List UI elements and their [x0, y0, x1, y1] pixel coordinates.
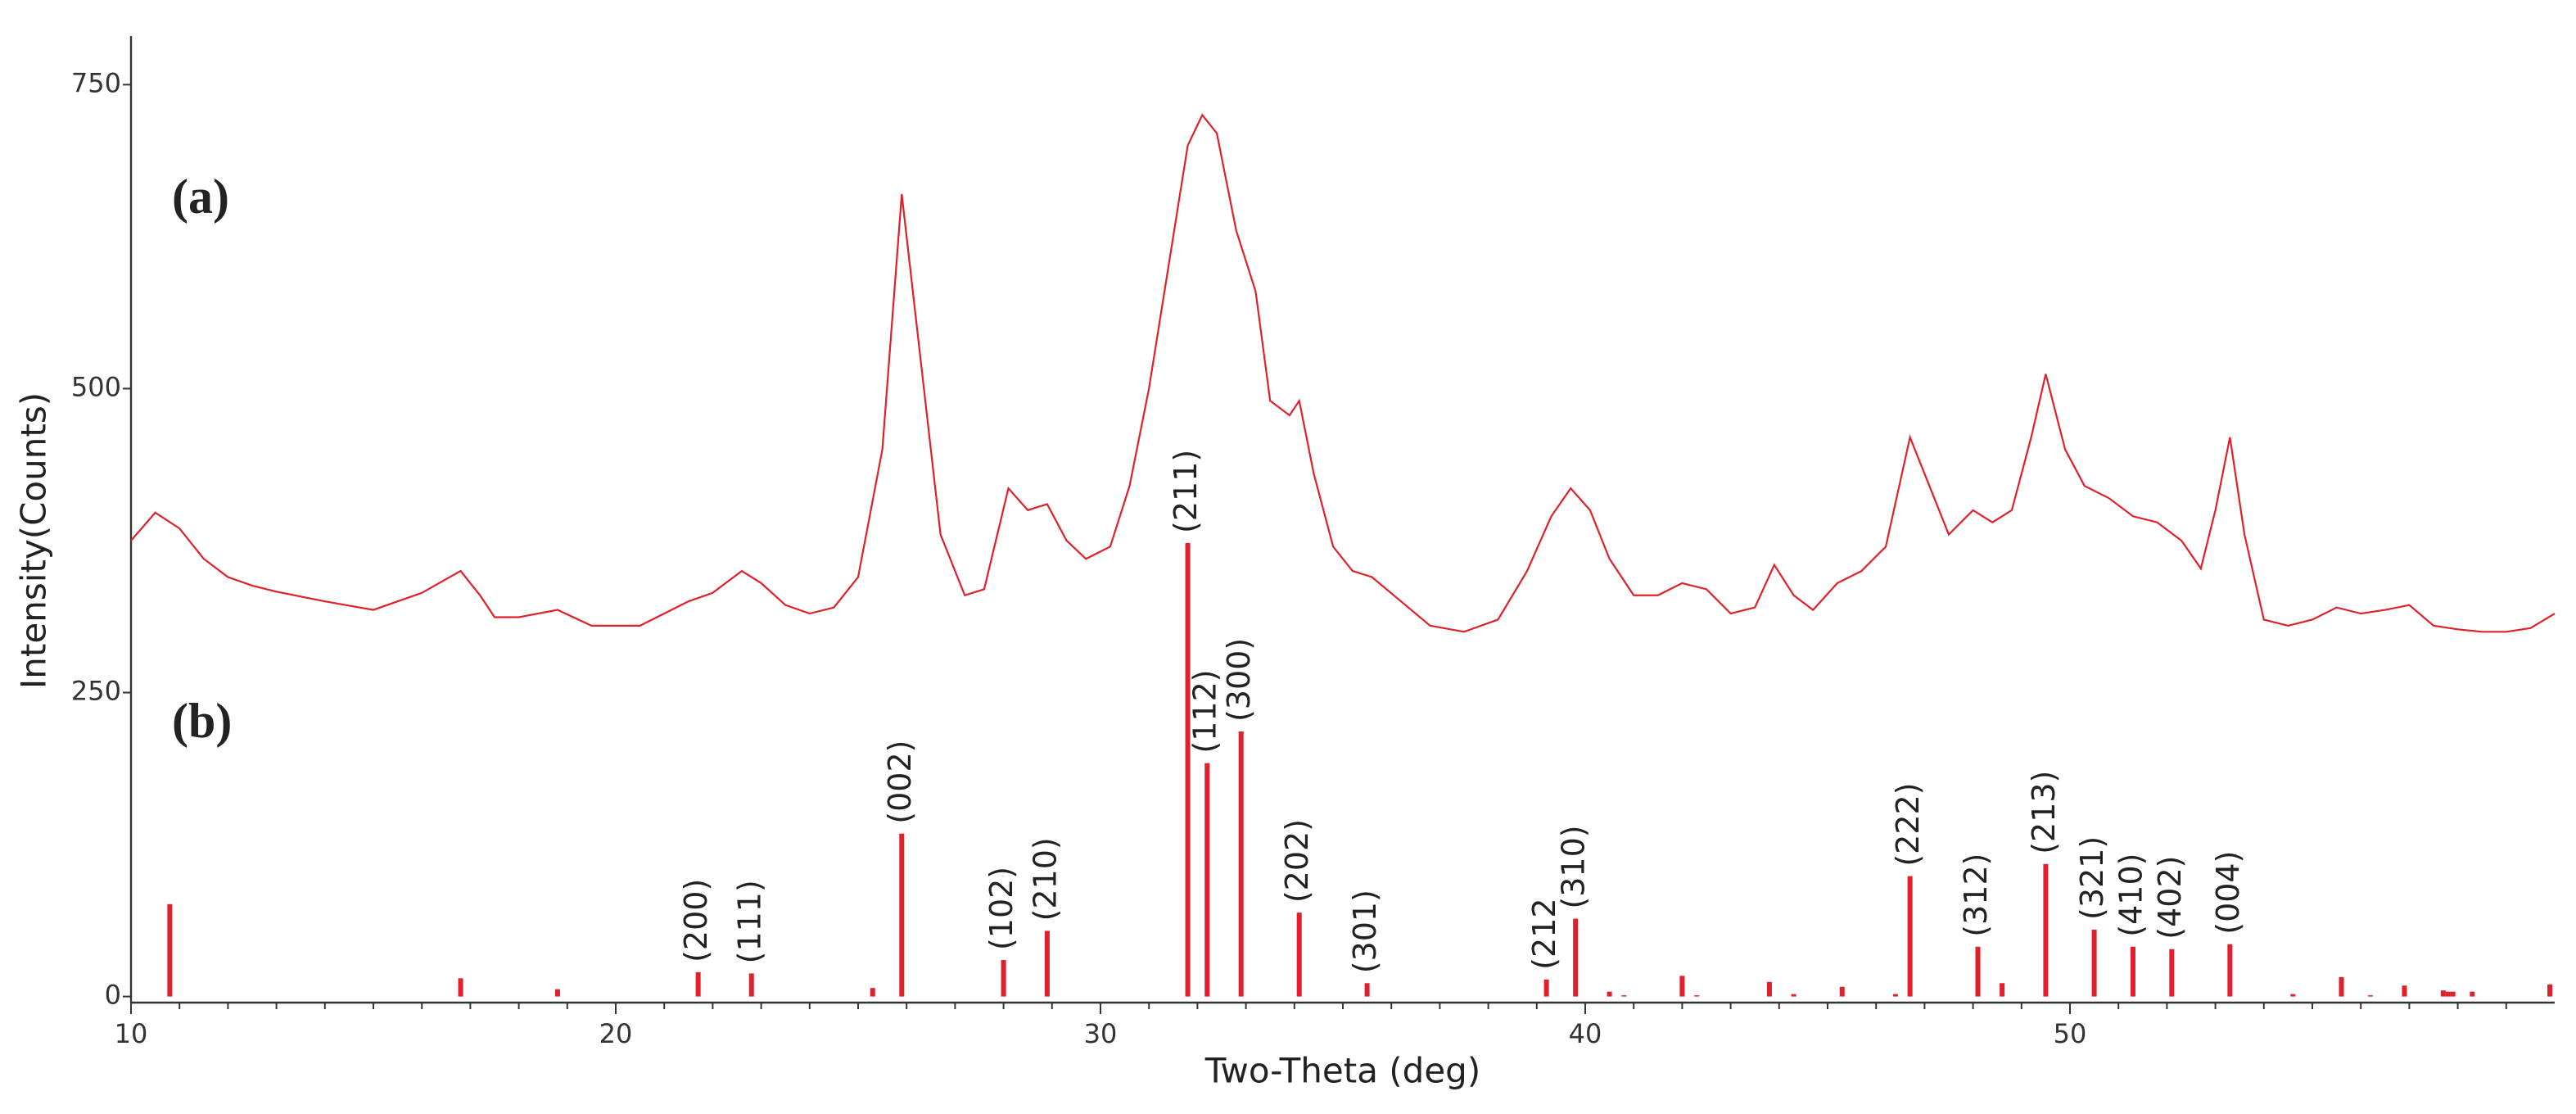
- peak-label: (301): [1347, 890, 1383, 973]
- peak-label: (300): [1221, 638, 1257, 722]
- reference-peak: [2450, 991, 2456, 997]
- peak-label: (402): [2152, 856, 2188, 940]
- reference-peak: [2445, 991, 2451, 997]
- peak-label: (112): [1187, 669, 1223, 753]
- peak-label: (004): [2210, 851, 2246, 935]
- panel-label: (a): [172, 170, 229, 224]
- reference-peak: [1907, 876, 1913, 997]
- peak-label: (210): [1027, 837, 1063, 921]
- peak-label: (211): [1168, 450, 1204, 533]
- reference-peak: [1573, 918, 1579, 997]
- peak-label: (111): [731, 880, 767, 963]
- reference-peak: [1204, 763, 1210, 997]
- reference-peak: [1001, 960, 1006, 997]
- x-tick-label: 30: [1084, 1018, 1118, 1049]
- reference-peak: [2091, 929, 2097, 997]
- reference-peak: [1679, 976, 1685, 997]
- reference-peak: [1543, 979, 1549, 997]
- diffraction-line: [130, 113, 2556, 633]
- x-tick-label: 20: [599, 1018, 633, 1049]
- reference-peak: [1296, 912, 1302, 997]
- peak-label: (312): [1958, 854, 1994, 937]
- reference-peak: [2547, 984, 2553, 997]
- panel-label: (b): [172, 694, 232, 748]
- x-tick-label: 10: [115, 1018, 148, 1049]
- peak-label: (410): [2113, 854, 2149, 937]
- y-tick-label: 0: [105, 980, 121, 1011]
- peak-label: (222): [1890, 782, 1926, 866]
- reference-peak: [1185, 542, 1191, 997]
- reference-peak: [2402, 985, 2407, 997]
- peak-label: (321): [2074, 836, 2110, 920]
- peak-label: (212: [1526, 898, 1562, 969]
- reference-peak: [1621, 995, 1627, 997]
- reference-peak: [1044, 931, 1050, 997]
- reference-peak: [2130, 946, 2135, 997]
- x-tick-label: 40: [1569, 1018, 1602, 1049]
- peak-label: (310): [1556, 825, 1592, 908]
- y-tick-label: 500: [71, 371, 121, 402]
- reference-peak: [2000, 983, 2005, 997]
- reference-peak: [2043, 863, 2049, 997]
- reference-peak: [899, 833, 905, 997]
- peak-label: (102): [983, 867, 1019, 950]
- reference-peak: [2440, 990, 2446, 997]
- peak-label: (213): [2026, 771, 2062, 854]
- y-tick-label: 250: [71, 676, 121, 707]
- reference-peak: [554, 989, 560, 997]
- peak-label: (202): [1279, 819, 1315, 903]
- reference-peak: [1364, 983, 1370, 997]
- reference-peak: [2339, 976, 2344, 997]
- reference-peak: [1694, 995, 1700, 997]
- reference-peak: [2470, 991, 2475, 997]
- reference-peak: [2227, 944, 2233, 997]
- reference-peak: [1892, 994, 1898, 997]
- reference-peak: [458, 978, 463, 997]
- peak-label: (200): [678, 879, 714, 962]
- reference-peak: [695, 971, 701, 997]
- reference-peak: [1238, 731, 1244, 997]
- reference-peak: [167, 903, 173, 997]
- y-tick-label: 750: [71, 67, 121, 98]
- reference-peak: [2368, 995, 2374, 997]
- reference-peak: [748, 973, 754, 997]
- x-tick-label: 50: [2054, 1018, 2087, 1049]
- reference-peak: [2290, 994, 2296, 997]
- reference-peak: [1975, 946, 1981, 997]
- reference-peak: [2169, 949, 2175, 997]
- reference-peak: [870, 988, 875, 997]
- peak-label: (002): [882, 740, 918, 823]
- y-axis-title: Intensity(Counts): [14, 392, 54, 689]
- reference-peak: [1791, 994, 1796, 997]
- reference-peak: [1839, 986, 1845, 997]
- reference-peak: [1766, 981, 1772, 997]
- x-axis-title: Two-Theta (deg): [1204, 1051, 1480, 1091]
- reference-peak: [1607, 991, 1612, 997]
